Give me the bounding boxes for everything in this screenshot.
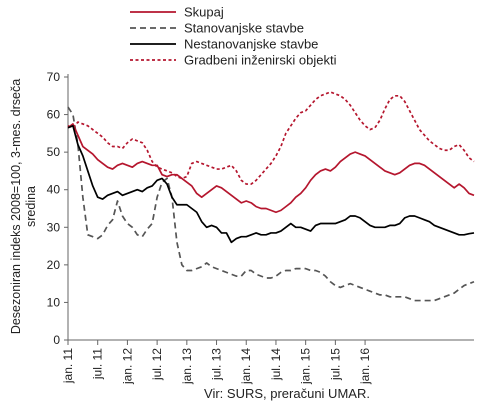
y-tick-label: 70 [47,70,61,84]
x-tick-label: jul. 14 [269,348,283,381]
plot-area [67,91,475,302]
x-tick-label: jul. 15 [328,348,342,381]
series-line-0 [67,123,475,214]
y-tick-label: 40 [47,183,61,197]
legend-label: Gradbeni inženirski objekti [184,53,337,68]
series-line-1 [67,106,475,302]
series-line-3 [67,91,475,185]
y-tick-label: 0 [53,333,60,347]
y-tick-label: 60 [47,108,61,122]
x-tick-label: jan. 11 [61,348,75,384]
x-tick-label: jan. 13 [180,348,194,385]
x-axis: jan. 11 jul. 11 jan. 12 jul. 12 jan. 13 jul. … [61,339,474,385]
y-tick-label: 30 [47,220,61,234]
y-axis-title-line: Desezoniran indeks 2008=100, 3-mes. drse… [9,79,23,334]
x-tick-label: jan. 12 [120,348,134,385]
x-tick-label: jul. 11 [91,348,105,380]
y-axis-title-line: sredina [24,186,38,227]
y-axis-title: Desezoniran indeks 2008=100, 3-mes. drse… [9,79,38,334]
y-tick-label: 10 [47,295,61,309]
source-note: Vir: SURS, preračuni UMAR. [204,386,370,401]
legend-label: Stanovanjske stavbe [184,21,304,36]
legend-label: Skupaj [184,5,224,20]
y-axis: 0 10 20 30 40 50 60 70 [47,70,69,347]
y-tick-label: 20 [47,258,61,272]
series-line-2 [67,124,475,244]
y-tick-label: 50 [47,145,61,159]
x-tick-label: jul. 12 [150,348,164,381]
legend-label: Nestanovanjske stavbe [184,37,318,52]
x-tick-label: jul. 13 [210,348,224,381]
x-tick-label: jan. 14 [239,348,253,385]
x-tick-label: jan. 16 [358,348,372,385]
x-tick-label: jan. 15 [299,348,313,385]
